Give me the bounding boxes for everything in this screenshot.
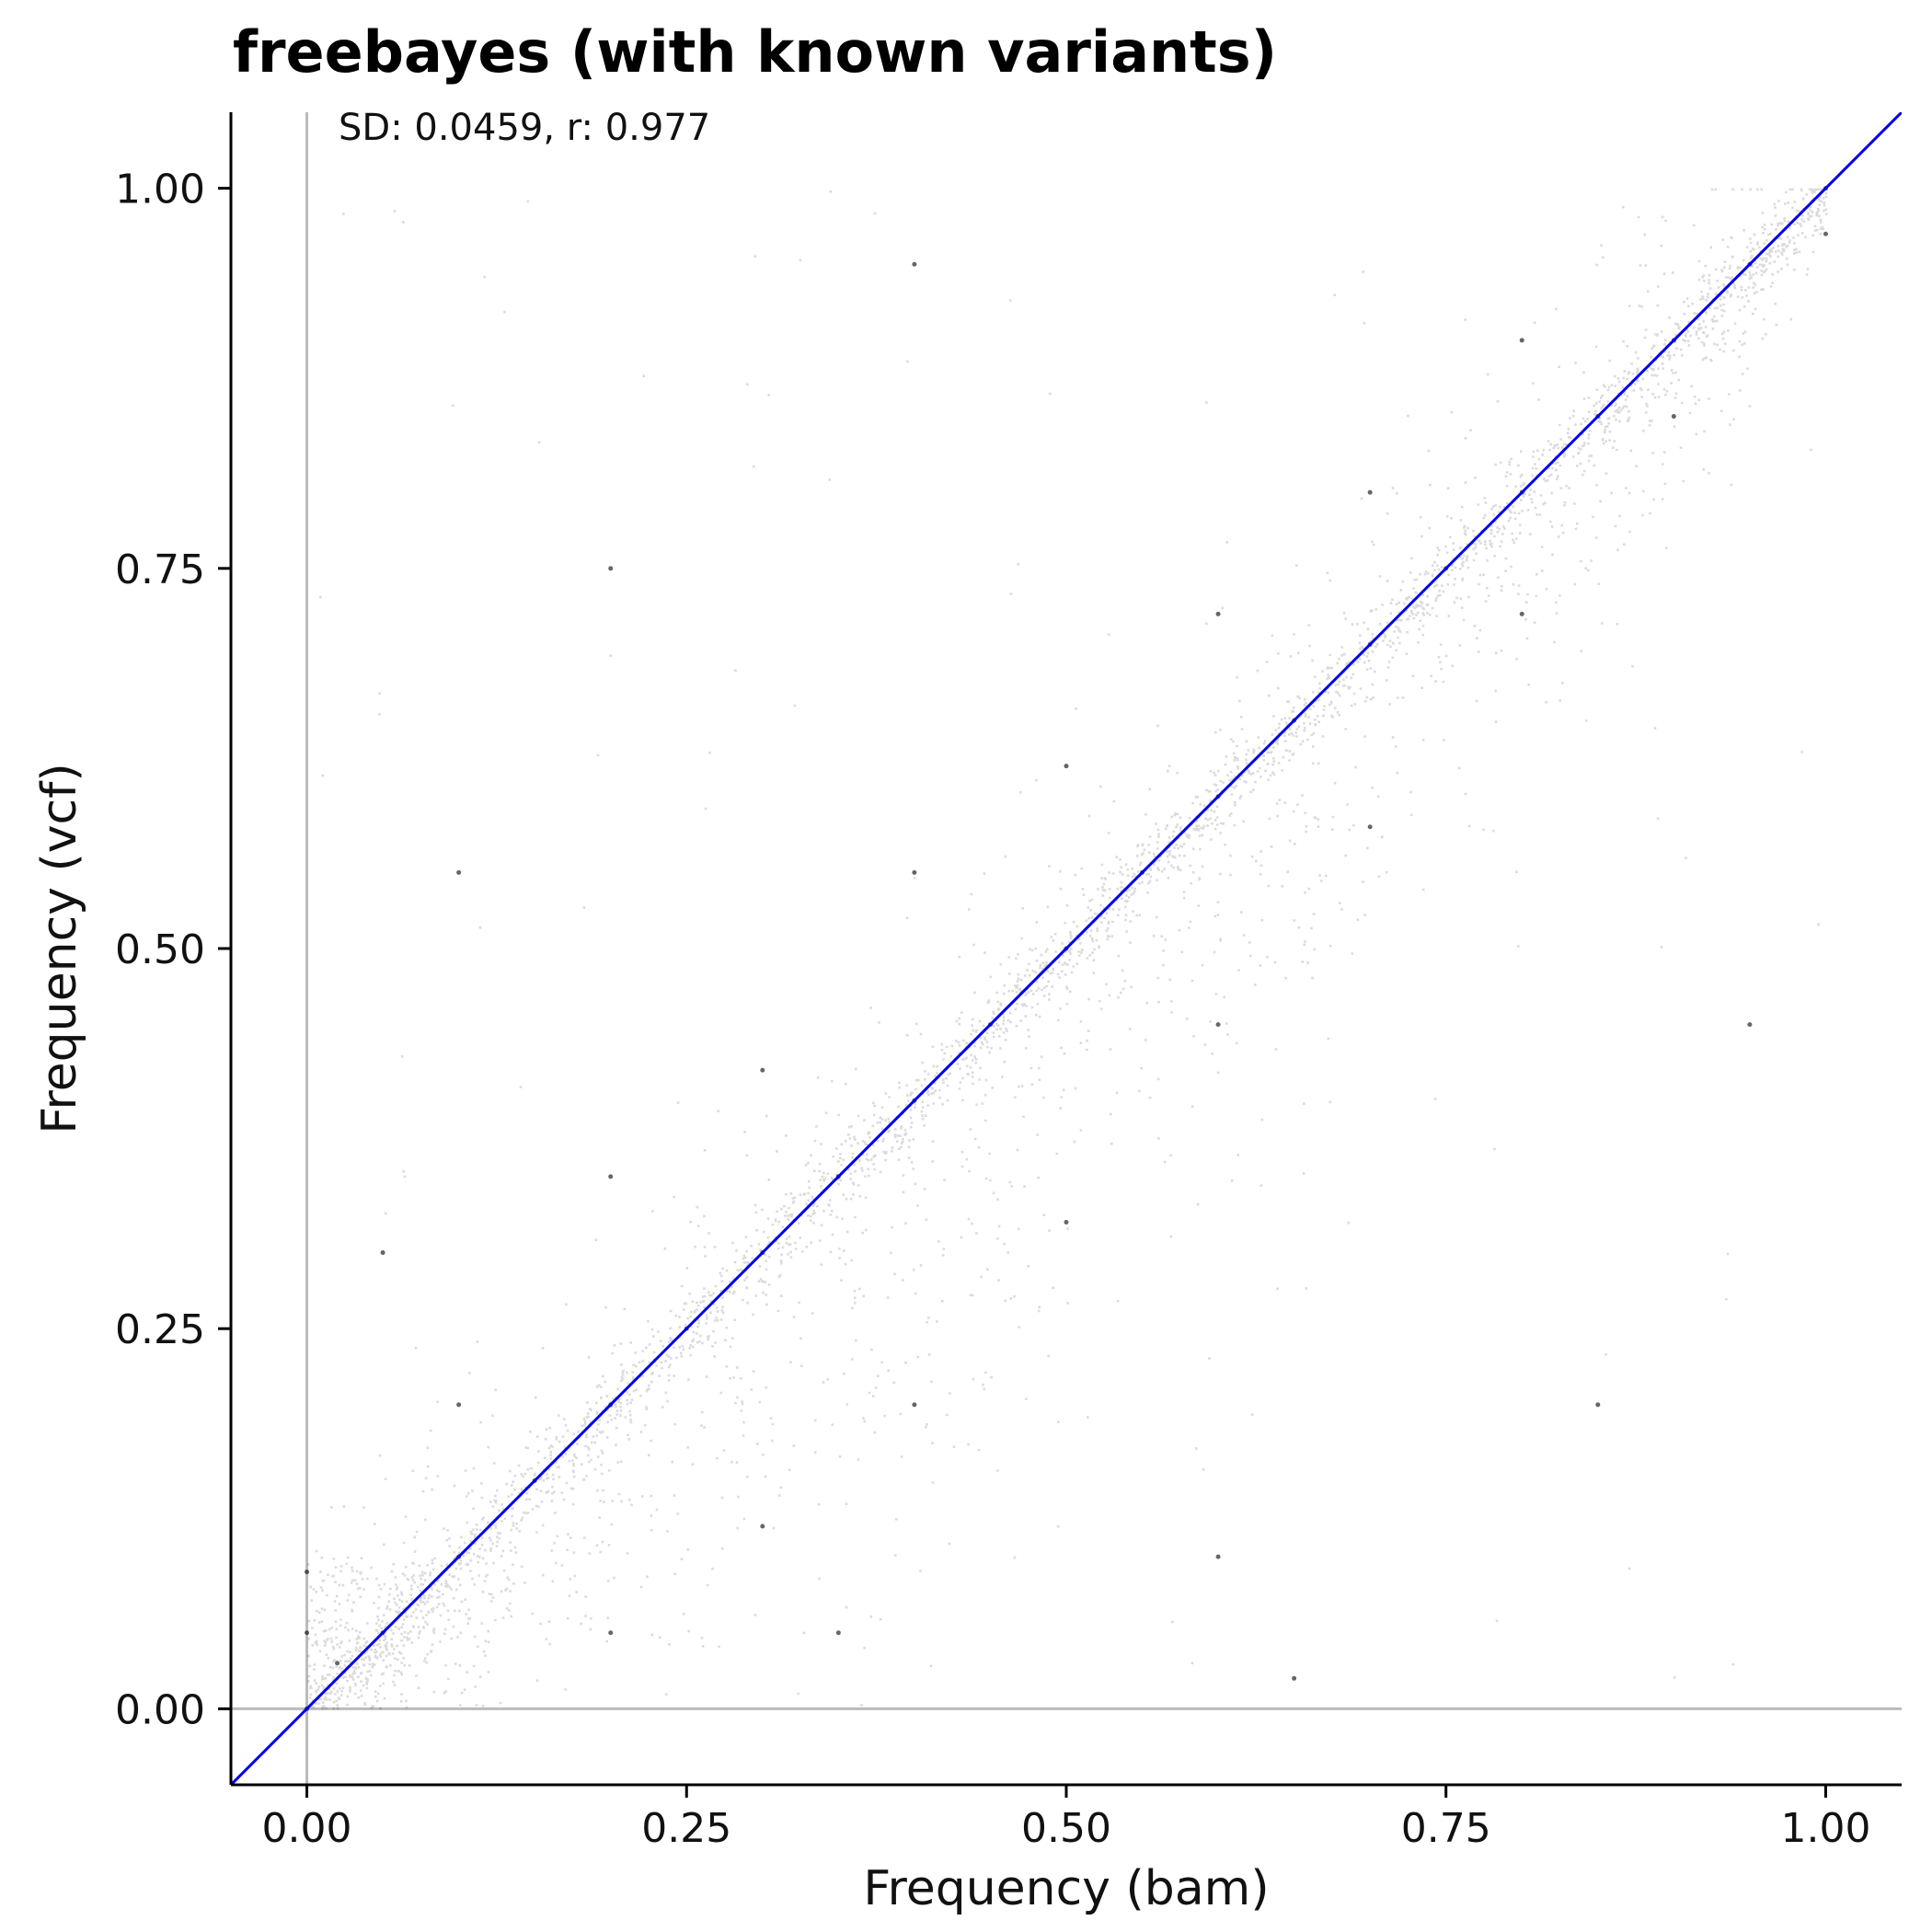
y-tick-label: 0.00 <box>115 1686 205 1733</box>
data-point <box>912 1402 917 1408</box>
axes: 0.00 0.25 0.50 0.75 1.00 0.00 0.25 0.50 0.75 1.0… <box>115 112 1902 1852</box>
data-point <box>1519 338 1524 343</box>
data-point <box>760 1067 765 1073</box>
data-point <box>760 1524 765 1529</box>
data-point <box>835 1630 841 1636</box>
data-point <box>912 869 917 875</box>
identity-line <box>231 112 1902 1785</box>
x-tick-label: 0.00 <box>262 1805 352 1852</box>
data-point <box>1292 1675 1297 1681</box>
data-point <box>608 1630 614 1636</box>
data-point <box>1747 1022 1753 1028</box>
plot-area <box>231 112 1902 1785</box>
data-point <box>608 1174 614 1179</box>
data-point <box>1064 764 1069 769</box>
data-point <box>1519 611 1524 616</box>
y-tick-label: 0.25 <box>115 1306 205 1353</box>
stats-annotation: SD: 0.0459, r: 0.977 <box>339 107 710 149</box>
y-axis-ticks: 0.00 0.25 0.50 0.75 1.00 <box>115 167 231 1733</box>
data-point <box>1215 611 1221 616</box>
x-tick-label: 0.25 <box>641 1805 731 1852</box>
x-axis-ticks: 0.00 0.25 0.50 0.75 1.00 <box>262 1785 1870 1852</box>
x-tick-label: 1.00 <box>1780 1805 1870 1852</box>
data-point <box>1215 1554 1221 1559</box>
data-point <box>456 1402 462 1408</box>
data-point <box>1367 489 1373 495</box>
data-point <box>456 869 462 875</box>
data-point <box>1215 1022 1221 1028</box>
data-point <box>1595 1402 1601 1408</box>
data-point <box>1671 414 1676 420</box>
chart-title: freebayes (with known variants) <box>233 18 1277 86</box>
y-tick-label: 0.50 <box>115 926 205 973</box>
x-axis-label: Frequency (bam) <box>863 1861 1269 1916</box>
x-tick-label: 0.50 <box>1021 1805 1111 1852</box>
data-point <box>335 1661 340 1666</box>
data-point <box>305 1630 310 1636</box>
data-point <box>912 261 917 267</box>
y-tick-label: 0.75 <box>115 546 205 593</box>
data-point <box>1064 1219 1069 1225</box>
data-point <box>380 1250 385 1256</box>
data-point <box>608 566 614 571</box>
data-point <box>305 1570 310 1575</box>
x-tick-label: 0.75 <box>1401 1805 1491 1852</box>
data-point <box>1823 231 1828 236</box>
y-tick-label: 1.00 <box>115 167 205 213</box>
data-point <box>1367 824 1373 830</box>
y-axis-label: Frequency (vcf) <box>32 763 87 1133</box>
